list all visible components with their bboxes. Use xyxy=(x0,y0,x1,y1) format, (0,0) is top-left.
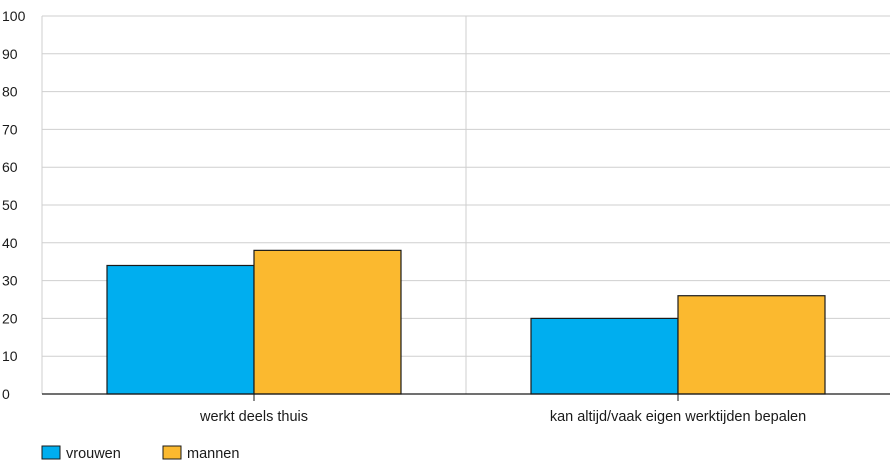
y-tick-label-70: 70 xyxy=(2,121,18,137)
y-tick-label-30: 30 xyxy=(2,273,18,289)
bar-mannen-1 xyxy=(677,295,826,395)
y-tick-label-100: 100 xyxy=(2,8,26,24)
y-tick-label-0: 0 xyxy=(2,386,10,402)
y-tick-label-60: 60 xyxy=(2,159,18,175)
legend-label-mannen: mannen xyxy=(187,446,239,462)
x-category-label-1: kan altijd/vaak eigen werktijden bepalen xyxy=(550,409,806,425)
axes xyxy=(42,393,890,401)
bars xyxy=(106,249,826,395)
y-tick-label-50: 50 xyxy=(2,197,18,213)
tick-labels: 0 10 20 30 40 50 60 70 80 90 100 werkt deels thuis k… xyxy=(2,8,806,425)
x-category-label-0: werkt deels thuis xyxy=(199,409,308,425)
bar-vrouwen-0 xyxy=(106,264,255,395)
legend-label-vrouwen: vrouwen xyxy=(66,446,121,462)
y-tick-label-10: 10 xyxy=(2,348,18,364)
legend-swatch-vrouwen xyxy=(41,445,61,460)
y-tick-label-80: 80 xyxy=(2,84,18,100)
bar-vrouwen-1 xyxy=(530,317,679,395)
legend: vrouwen mannen xyxy=(41,445,239,462)
bar-mannen-0 xyxy=(253,249,402,395)
y-tick-label-90: 90 xyxy=(2,46,18,62)
y-tick-label-20: 20 xyxy=(2,310,18,326)
legend-swatch-mannen xyxy=(162,445,182,460)
y-tick-label-40: 40 xyxy=(2,235,18,251)
